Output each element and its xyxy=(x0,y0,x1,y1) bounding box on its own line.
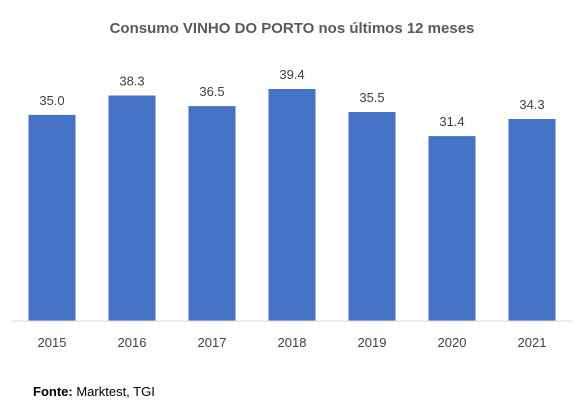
tick-label-2019: 2019 xyxy=(358,335,387,350)
source-label: Fonte: xyxy=(33,384,73,399)
data-labels-group: 35.0 38.3 36.5 39.4 35.5 31.4 34.3 xyxy=(39,67,544,129)
data-label-2015: 35.0 xyxy=(39,93,64,108)
tick-label-2020: 2020 xyxy=(438,335,467,350)
bars-group xyxy=(28,89,556,322)
bar-2021 xyxy=(508,119,556,321)
data-label-2021: 34.3 xyxy=(519,97,544,112)
bar-2017 xyxy=(188,106,236,321)
source-text: Marktest, TGI xyxy=(76,384,155,399)
tick-labels-group: 2015 2016 2017 2018 2019 2020 2021 xyxy=(38,335,547,350)
tick-label-2016: 2016 xyxy=(118,335,147,350)
bar-2016 xyxy=(108,95,156,321)
source-note: Fonte: Marktest, TGI xyxy=(33,384,155,399)
tick-label-2021: 2021 xyxy=(518,335,547,350)
bar-2019 xyxy=(348,112,396,321)
data-label-2018: 39.4 xyxy=(279,67,304,82)
bar-2015 xyxy=(28,114,76,322)
bar-2020 xyxy=(428,136,476,321)
bar-2018 xyxy=(268,89,316,321)
data-label-2020: 31.4 xyxy=(439,114,464,129)
tick-label-2015: 2015 xyxy=(38,335,67,350)
tick-label-2018: 2018 xyxy=(278,335,307,350)
data-label-2017: 36.5 xyxy=(199,84,224,99)
tick-label-2017: 2017 xyxy=(198,335,227,350)
data-label-2016: 38.3 xyxy=(119,74,144,89)
data-label-2019: 35.5 xyxy=(359,90,384,105)
chart-title: Consumo VINHO DO PORTO nos últimos 12 me… xyxy=(110,20,475,37)
